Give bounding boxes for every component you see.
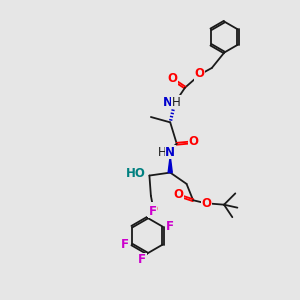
Text: H: H <box>172 96 180 109</box>
Text: F: F <box>138 254 146 266</box>
Text: H: H <box>158 146 167 159</box>
Text: N: N <box>163 96 173 109</box>
Text: O: O <box>147 203 158 216</box>
Text: F: F <box>149 205 157 218</box>
Text: O: O <box>174 188 184 201</box>
Text: O: O <box>201 197 211 210</box>
Polygon shape <box>168 156 172 172</box>
Text: O: O <box>195 68 205 80</box>
Text: O: O <box>189 135 199 148</box>
Text: F: F <box>121 238 128 251</box>
Text: N: N <box>165 146 175 159</box>
Text: F: F <box>166 220 174 233</box>
Text: HO: HO <box>126 167 146 180</box>
Text: O: O <box>167 73 177 85</box>
